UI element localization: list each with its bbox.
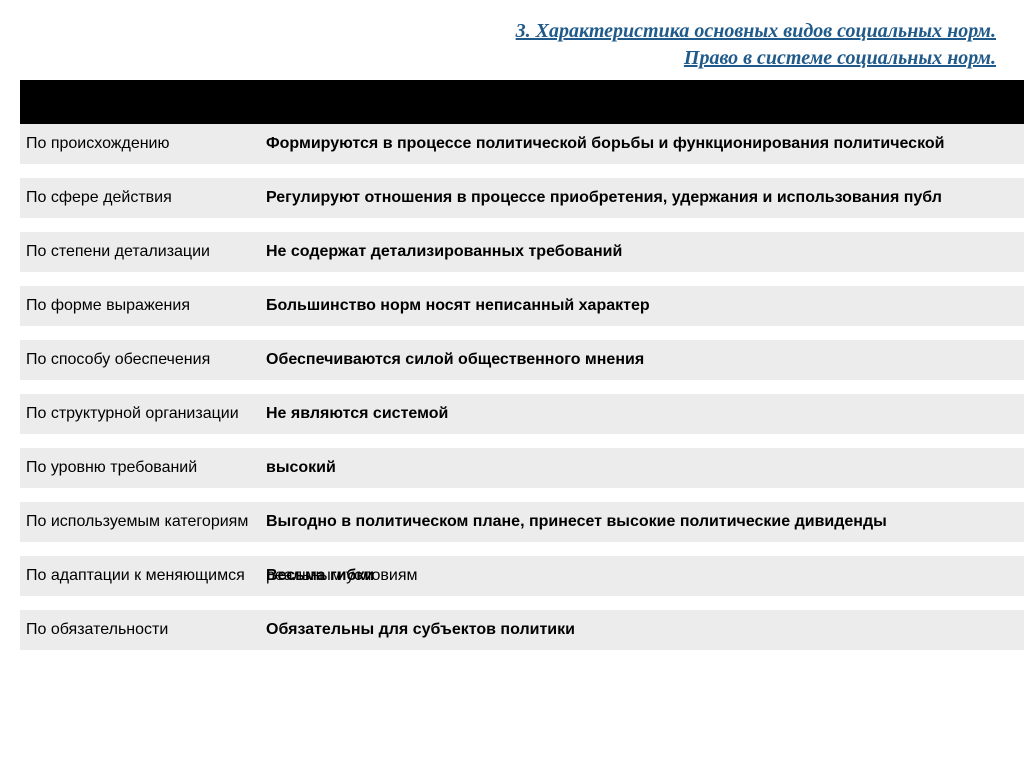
criterion-cell: По форме выражения (20, 286, 260, 326)
table-row: По происхождениюФормируются в процессе п… (20, 124, 1024, 164)
criterion-cell: По происхождению (20, 124, 260, 164)
criterion-cell: По способу обеспечения (20, 340, 260, 380)
value-cell: Не содержат детализированных требований (260, 232, 1024, 272)
value-text-overlay: Весьма гибки (266, 567, 374, 585)
value-cell: Регулируют отношения в процессе приобрет… (260, 178, 1024, 218)
slide-title-block: 3. Характеристика основных видов социаль… (0, 0, 1024, 80)
criterion-cell: По степени детализации (20, 232, 260, 272)
value-cell: реальным условиямВесьма гибки (260, 556, 1024, 596)
table-header-row (20, 80, 1024, 124)
criterion-cell: По обязательности (20, 610, 260, 650)
value-cell: Обязательны для субъектов политики (260, 610, 1024, 650)
table-row: По адаптации к меняющимсяреальным услови… (20, 556, 1024, 596)
table-row: По уровню требованийвысокий (20, 448, 1024, 488)
row-spacer (20, 434, 1024, 448)
value-cell: Не являются системой (260, 394, 1024, 434)
table-row: По способу обеспеченияОбеспечиваются сил… (20, 340, 1024, 380)
row-spacer (20, 326, 1024, 340)
header-cell-left (20, 80, 260, 124)
row-spacer (20, 542, 1024, 556)
criterion-cell: По уровню требований (20, 448, 260, 488)
criterion-cell: По структурной организации (20, 394, 260, 434)
criterion-cell: По используемым категориям (20, 502, 260, 542)
table-row: По форме выраженияБольшинство норм носят… (20, 286, 1024, 326)
table-row: По используемым категориямВыгодно в поли… (20, 502, 1024, 542)
row-spacer (20, 596, 1024, 610)
row-spacer (20, 488, 1024, 502)
title-line-1: 3. Характеристика основных видов социаль… (0, 18, 996, 45)
table-row: По степени детализацииНе содержат детали… (20, 232, 1024, 272)
header-cell-right (260, 80, 1024, 124)
row-spacer (20, 272, 1024, 286)
value-cell: Обеспечиваются силой общественного мнени… (260, 340, 1024, 380)
row-spacer (20, 164, 1024, 178)
value-cell: Формируются в процессе политической борь… (260, 124, 1024, 164)
table-row: По обязательностиОбязательны для субъект… (20, 610, 1024, 650)
value-cell: Большинство норм носят неписанный характ… (260, 286, 1024, 326)
table-row: По сфере действияРегулируют отношения в … (20, 178, 1024, 218)
row-spacer (20, 380, 1024, 394)
table-row: По структурной организацииНе являются си… (20, 394, 1024, 434)
criterion-cell: По адаптации к меняющимся (20, 556, 260, 596)
comparison-table-wrap: По происхождениюФормируются в процессе п… (0, 80, 1024, 650)
value-cell: Выгодно в политическом плане, принесет в… (260, 502, 1024, 542)
value-cell: высокий (260, 448, 1024, 488)
comparison-table: По происхождениюФормируются в процессе п… (20, 80, 1024, 650)
criterion-cell: По сфере действия (20, 178, 260, 218)
title-line-2: Право в системе социальных норм. (0, 45, 996, 72)
row-spacer (20, 218, 1024, 232)
